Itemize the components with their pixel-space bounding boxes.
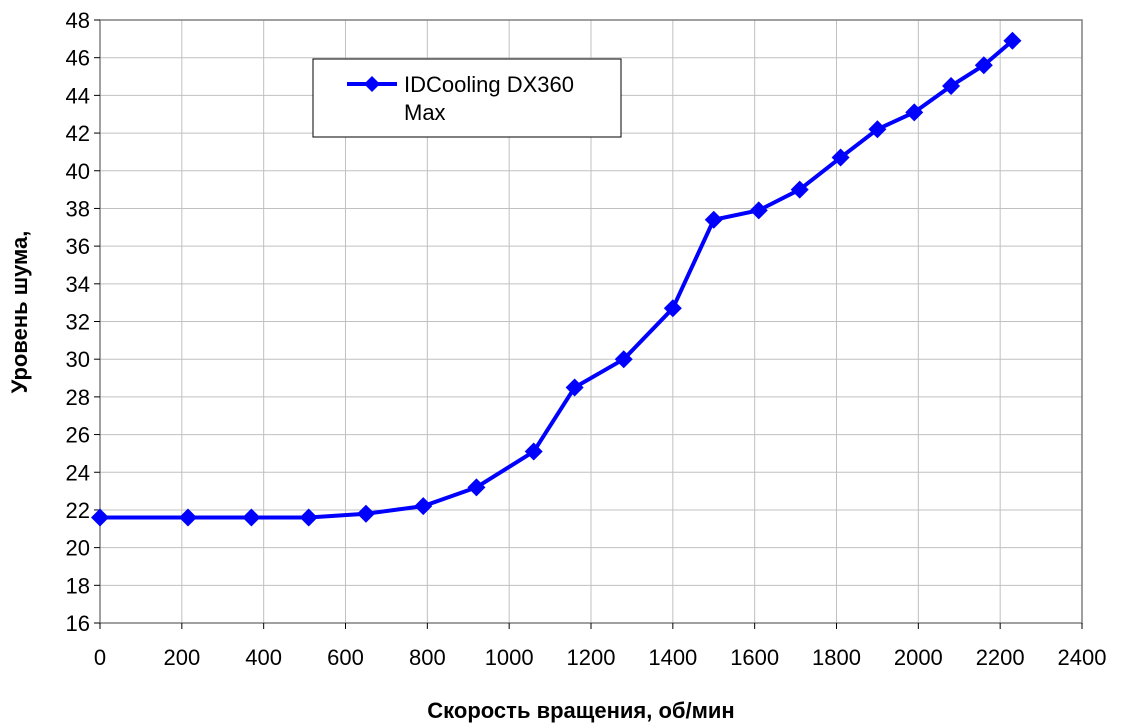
data-point-marker xyxy=(831,148,850,167)
data-point-marker xyxy=(414,497,433,516)
data-point-marker xyxy=(178,508,197,527)
y-tick-label: 24 xyxy=(66,460,90,485)
legend-label-line2: Max xyxy=(404,100,446,125)
x-tick-label: 800 xyxy=(409,645,446,670)
y-tick-label: 46 xyxy=(66,46,90,71)
x-axis-ticks: 0 200 400 600 800 1000 1200 1400 1600 1800 2000 220… xyxy=(94,623,1107,670)
x-tick-label: 1200 xyxy=(567,645,616,670)
data-point-marker xyxy=(614,350,633,369)
y-tick-label: 18 xyxy=(66,573,90,598)
x-axis-title: Скорость вращения, об/мин xyxy=(427,698,734,723)
legend-box xyxy=(312,58,622,138)
y-axis-title: Уровень шума, xyxy=(7,231,32,394)
data-point-marker xyxy=(467,478,486,497)
x-tick-label: 400 xyxy=(245,645,282,670)
x-tick-label: 1400 xyxy=(648,645,697,670)
series-layer xyxy=(91,31,1022,527)
x-tick-label: 2400 xyxy=(1058,645,1107,670)
x-tick-label: 1800 xyxy=(812,645,861,670)
y-tick-label: 42 xyxy=(66,121,90,146)
y-tick-label: 20 xyxy=(66,536,90,561)
data-point-marker xyxy=(868,120,887,139)
data-point-marker xyxy=(663,299,682,318)
y-tick-label: 34 xyxy=(66,272,90,297)
x-tick-label: 1600 xyxy=(730,645,779,670)
x-tick-label: 2000 xyxy=(894,645,943,670)
data-point-marker xyxy=(1003,31,1022,50)
y-tick-label: 16 xyxy=(66,611,90,636)
data-point-marker xyxy=(356,504,375,523)
y-axis-ticks: 16 18 20 22 24 26 28 30 32 34 36 38 40 42 44 46 48 xyxy=(66,8,100,636)
x-tick-label: 0 xyxy=(94,645,106,670)
data-point-marker xyxy=(91,508,109,527)
data-point-marker xyxy=(905,103,924,122)
y-tick-label: 48 xyxy=(66,8,90,33)
y-tick-label: 38 xyxy=(66,196,90,221)
y-tick-label: 36 xyxy=(66,234,90,259)
y-tick-label: 44 xyxy=(66,83,90,108)
data-point-marker xyxy=(974,56,993,75)
y-tick-label: 40 xyxy=(66,159,90,184)
data-point-marker xyxy=(242,508,261,527)
x-tick-label: 1000 xyxy=(485,645,534,670)
x-tick-label: 600 xyxy=(327,645,364,670)
legend: IDCooling DX360 Max xyxy=(312,58,622,138)
data-point-marker xyxy=(704,210,723,229)
data-point-marker xyxy=(524,442,543,461)
y-tick-label: 32 xyxy=(66,310,90,335)
y-tick-label: 28 xyxy=(66,385,90,410)
y-tick-label: 26 xyxy=(66,423,90,448)
data-point-marker xyxy=(942,76,961,95)
data-point-marker xyxy=(749,201,768,220)
y-tick-label: 30 xyxy=(66,347,90,372)
data-point-marker xyxy=(565,378,584,397)
legend-label-line1: IDCooling DX360 xyxy=(404,72,574,97)
legend-diamond-marker xyxy=(364,76,380,92)
data-point-marker xyxy=(790,180,809,199)
x-tick-label: 200 xyxy=(163,645,200,670)
data-point-marker xyxy=(299,508,318,527)
x-tick-label: 2200 xyxy=(976,645,1025,670)
y-tick-label: 22 xyxy=(66,498,90,523)
